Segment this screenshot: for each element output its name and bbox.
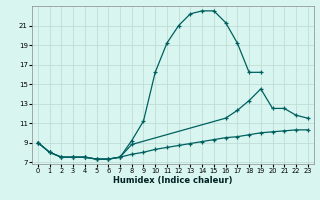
X-axis label: Humidex (Indice chaleur): Humidex (Indice chaleur): [113, 176, 233, 185]
